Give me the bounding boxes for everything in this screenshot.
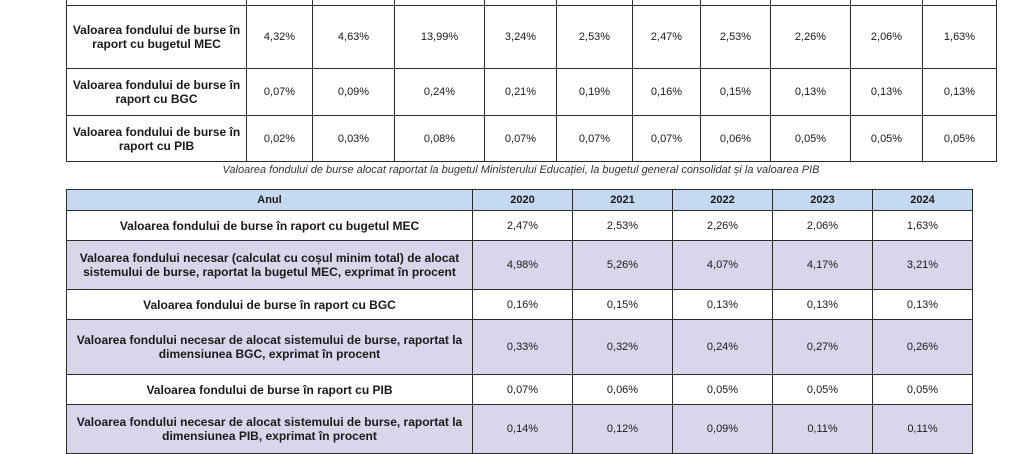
table-cell: 0,06%	[700, 115, 771, 162]
table-row: Valoarea fondului de burse în raport cu …	[66, 289, 973, 320]
table-cell: 0,05%	[770, 115, 851, 162]
table-cell: 0,07%	[484, 115, 557, 162]
table-cell: 0,14%	[472, 404, 573, 454]
table-cell: 4,17%	[772, 240, 873, 290]
row-label: Valoarea fondului de burse în raport cu …	[66, 115, 247, 162]
table-cell: 0,07%	[632, 115, 701, 162]
table-cell: 4,32%	[246, 5, 313, 69]
table-cell: 0,07%	[246, 68, 313, 116]
table-cell: 0,21%	[484, 68, 557, 116]
table-cell: 3,24%	[484, 5, 557, 69]
table-cell: 0,03%	[312, 115, 395, 162]
table-cell: 0,11%	[872, 404, 973, 454]
row-label: Valoarea fondului de burse în raport cu …	[66, 374, 473, 405]
row-label: Valoarea fondului necesar de alocat sist…	[66, 404, 473, 454]
column-header: 2023	[772, 189, 873, 211]
table-cell: 0,07%	[472, 374, 573, 405]
table-cell: 0,13%	[672, 289, 773, 320]
table-cell: 0,07%	[556, 115, 633, 162]
table-cell: 0,26%	[872, 319, 973, 375]
row-label: Valoarea fondului necesar de alocat sist…	[66, 319, 473, 375]
column-header: 2022	[672, 189, 773, 211]
table-cell: 0,08%	[394, 115, 485, 162]
row-label: Valoarea fondului de burse în raport cu …	[66, 5, 247, 69]
table-cell: 5,26%	[572, 240, 673, 290]
table-cell: 2,47%	[472, 210, 573, 241]
table-caption: Valoarea fondului de burse alocat raport…	[222, 164, 820, 176]
table-cell: 0,13%	[850, 68, 923, 116]
table-cell: 0,19%	[556, 68, 633, 116]
table-cell: 0,15%	[572, 289, 673, 320]
table-row: Valoarea fondului necesar de alocat sist…	[66, 404, 973, 454]
table-cell: 0,16%	[632, 68, 701, 116]
table-row: Valoarea fondului de burse în raport cu …	[66, 210, 973, 241]
column-header: 2024	[872, 189, 973, 211]
table-cell: 0,05%	[772, 374, 873, 405]
table-cell: 0,05%	[850, 115, 923, 162]
table-cell: 0,27%	[772, 319, 873, 375]
table-cell: 0,16%	[472, 289, 573, 320]
row-label: Valoarea fondului necesar (calculat cu c…	[66, 240, 473, 290]
table-cell: 0,05%	[922, 115, 997, 162]
table-cell: 0,05%	[872, 374, 973, 405]
table-cell: 0,12%	[572, 404, 673, 454]
table-cell: 0,15%	[700, 68, 771, 116]
table-cell: 2,53%	[700, 5, 771, 69]
table-cell: 0,33%	[472, 319, 573, 375]
table-row: Valoarea fondului necesar (calculat cu c…	[66, 240, 973, 290]
scholarship-fund-table-by-year: Valoarea fondului de burse în raport cu …	[66, 0, 997, 162]
table-row: Valoarea fondului de burse în raport cu …	[66, 5, 997, 69]
table-cell: 0,13%	[770, 68, 851, 116]
column-header: 2021	[572, 189, 673, 211]
table-cell: 13,99%	[394, 5, 485, 69]
table-cell: 3,21%	[872, 240, 973, 290]
table-cell: 0,32%	[572, 319, 673, 375]
table-cell: 4,07%	[672, 240, 773, 290]
table-header-row: Anul 2020 2021 2022 2023 2024	[66, 189, 973, 211]
table-cell: 0,24%	[394, 68, 485, 116]
table-cell: 0,05%	[672, 374, 773, 405]
table-cell: 2,53%	[556, 5, 633, 69]
table-cell: 1,63%	[872, 210, 973, 241]
table-cell: 0,13%	[922, 68, 997, 116]
table-cell: 1,63%	[922, 5, 997, 69]
table-row: Valoarea fondului de burse în raport cu …	[66, 374, 973, 405]
table-cell: 0,09%	[672, 404, 773, 454]
table-cell: 2,47%	[632, 5, 701, 69]
table-row: Valoarea fondului de burse în raport cu …	[66, 68, 997, 116]
table-row: Valoarea fondului de burse în raport cu …	[66, 115, 997, 162]
table-row: Valoarea fondului necesar de alocat sist…	[66, 319, 973, 375]
column-header: 2020	[472, 189, 573, 211]
row-label: Valoarea fondului de burse în raport cu …	[66, 210, 473, 241]
column-header-year: Anul	[66, 189, 473, 211]
table-cell: 2,26%	[672, 210, 773, 241]
scholarship-fund-comparison-table: Anul 2020 2021 2022 2023 2024 Valoarea f…	[66, 189, 973, 454]
table-cell: 0,06%	[572, 374, 673, 405]
row-label: Valoarea fondului de burse în raport cu …	[66, 68, 247, 116]
row-label: Valoarea fondului de burse în raport cu …	[66, 289, 473, 320]
table-cell: 0,13%	[772, 289, 873, 320]
table-cell: 2,26%	[770, 5, 851, 69]
table-cell: 0,24%	[672, 319, 773, 375]
table-cell: 2,06%	[772, 210, 873, 241]
table-cell: 0,13%	[872, 289, 973, 320]
table-cell: 2,06%	[850, 5, 923, 69]
table-cell: 4,98%	[472, 240, 573, 290]
table-cell: 0,11%	[772, 404, 873, 454]
table-cell: 2,53%	[572, 210, 673, 241]
table-cell: 4,63%	[312, 5, 395, 69]
table-cell: 0,02%	[246, 115, 313, 162]
table-cell: 0,09%	[312, 68, 395, 116]
